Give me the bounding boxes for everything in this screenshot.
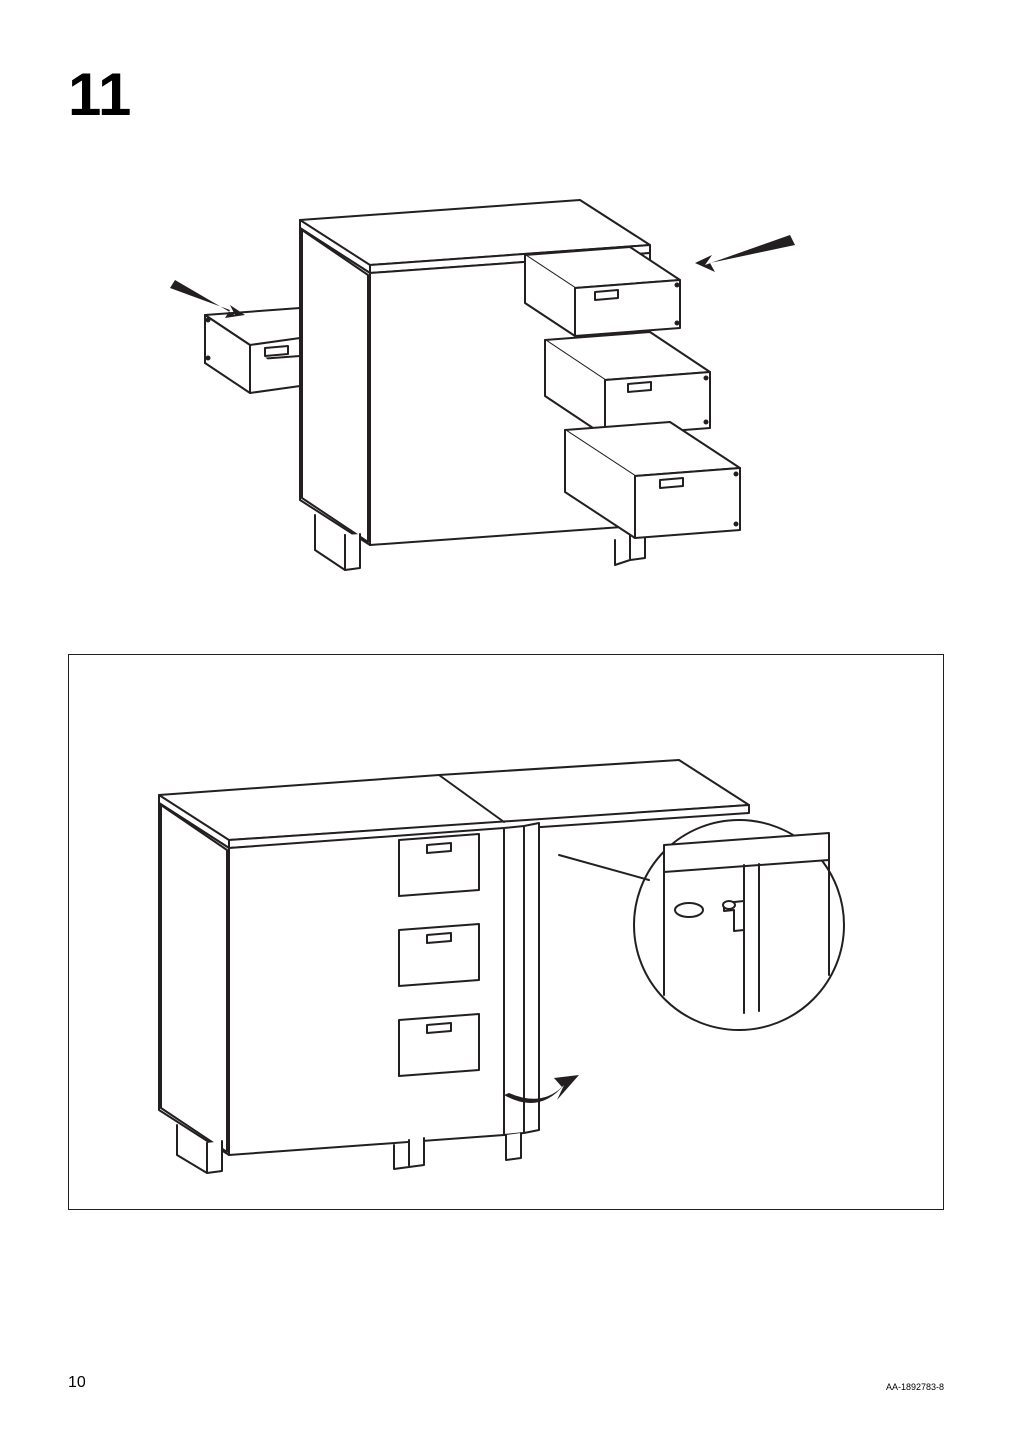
boxed-assembly-diagram — [68, 654, 944, 1210]
main-assembly-diagram — [150, 160, 850, 610]
leaf-extension-diagram — [109, 715, 909, 1175]
document-id: AA-1892783-8 — [886, 1382, 944, 1392]
page-number: 10 — [68, 1374, 86, 1392]
step-number: 11 — [68, 60, 131, 129]
